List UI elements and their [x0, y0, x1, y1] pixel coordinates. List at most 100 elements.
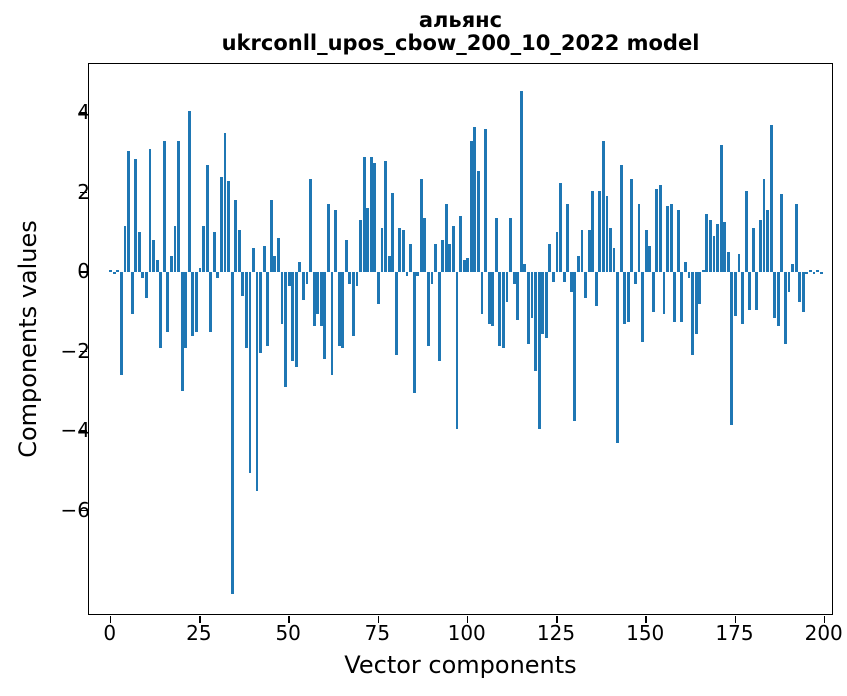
- bar-component-37: [241, 272, 245, 296]
- bar-component-139: [605, 196, 609, 272]
- bar-component-194: [801, 272, 805, 312]
- bar-component-167: [705, 214, 709, 272]
- x-tick-mark-25: [199, 616, 201, 623]
- bar-component-115: [519, 91, 523, 272]
- bar-component-180: [751, 228, 755, 272]
- bar-component-81: [398, 228, 402, 272]
- bar-component-34: [230, 272, 234, 594]
- bar-component-96: [451, 226, 455, 272]
- bar-component-7: [134, 158, 138, 272]
- bar-component-161: [684, 262, 687, 272]
- bar-component-132: [580, 230, 584, 272]
- bar-component-141: [612, 248, 616, 272]
- bar-component-91: [434, 244, 437, 272]
- bar-component-22: [187, 111, 191, 272]
- bar-component-195: [805, 272, 809, 274]
- bar-component-35: [234, 200, 238, 272]
- bar-component-59: [319, 272, 323, 326]
- bar-component-76: [380, 228, 384, 272]
- x-tick-mark-100: [466, 616, 469, 623]
- bar-component-133: [584, 272, 587, 298]
- x-tick-label-200: 200: [804, 621, 843, 645]
- bar-component-163: [691, 272, 695, 356]
- bar-component-56: [309, 178, 313, 272]
- bar-component-190: [787, 272, 791, 292]
- bar-component-3: [119, 272, 123, 376]
- bar-component-82: [402, 230, 405, 272]
- bar-component-106: [487, 272, 491, 324]
- bar-component-155: [662, 272, 666, 314]
- bar-component-196: [808, 270, 812, 272]
- bar-component-25: [198, 268, 202, 272]
- bar-component-89: [427, 272, 430, 346]
- bar-component-64: [337, 272, 341, 346]
- y-tick-label-0: 0: [77, 259, 90, 283]
- bar-component-12: [152, 240, 155, 272]
- y-tick-label--4: −4: [60, 418, 90, 442]
- bar-component-62: [330, 272, 334, 376]
- bar-component-92: [437, 272, 441, 362]
- bar-component-102: [473, 126, 477, 272]
- bar-component-15: [162, 140, 166, 272]
- bar-component-131: [576, 256, 580, 272]
- bar-component-94: [444, 204, 448, 272]
- bar-component-123: [548, 244, 552, 272]
- bar-component-36: [237, 230, 241, 272]
- y-tick-mark-4: [80, 112, 87, 114]
- bar-component-27: [205, 164, 209, 272]
- bar-component-38: [244, 272, 248, 348]
- x-tick-mark-175: [734, 616, 737, 623]
- bar-component-86: [416, 272, 420, 276]
- bar-component-191: [791, 264, 794, 272]
- bar-component-4: [123, 226, 127, 272]
- bar-component-71: [362, 156, 366, 272]
- bar-component-198: [816, 270, 819, 272]
- chart-title-model: ukrconll_upos_cbow_200_10_2022 model: [221, 31, 700, 55]
- bar-component-199: [819, 272, 823, 274]
- bar-component-103: [476, 170, 480, 272]
- bar-component-176: [737, 254, 741, 272]
- bar-component-152: [651, 272, 655, 312]
- bar-component-83: [405, 272, 409, 276]
- bar-component-5: [127, 150, 130, 272]
- bar-component-54: [302, 272, 305, 300]
- bar-component-145: [626, 272, 630, 322]
- bar-component-160: [680, 272, 684, 322]
- bar-component-63: [334, 210, 338, 272]
- bar-component-174: [730, 272, 734, 426]
- bar-component-88: [423, 218, 427, 272]
- bar-component-69: [355, 272, 359, 286]
- bar-component-136: [594, 272, 598, 306]
- bar-component-45: [269, 200, 273, 272]
- bar-component-128: [566, 204, 570, 272]
- bar-component-137: [598, 190, 602, 272]
- bar-component-41: [255, 272, 259, 491]
- bar-component-169: [712, 236, 716, 272]
- bar-component-126: [559, 182, 562, 272]
- bar-component-186: [773, 272, 777, 318]
- bar-component-112: [509, 218, 512, 272]
- y-tick-mark-2: [80, 191, 87, 194]
- bar-component-175: [734, 272, 737, 316]
- bar-component-179: [748, 272, 752, 310]
- bar-component-118: [530, 272, 534, 318]
- bar-component-104: [480, 272, 484, 314]
- x-tick-label-125: 125: [536, 621, 576, 645]
- bar-component-8: [137, 232, 141, 272]
- bar-component-138: [601, 140, 605, 272]
- x-tick-mark-150: [645, 616, 647, 623]
- bar-component-149: [641, 272, 645, 342]
- bar-component-177: [741, 272, 745, 324]
- bar-component-165: [698, 272, 702, 304]
- bar-component-156: [666, 206, 670, 272]
- bar-component-29: [212, 232, 216, 272]
- bar-component-84: [409, 244, 412, 272]
- bar-component-9: [141, 272, 145, 278]
- bar-component-47: [277, 238, 280, 272]
- bar-component-78: [387, 256, 391, 272]
- bar-component-46: [273, 256, 277, 272]
- x-axis-label: Vector components: [344, 651, 577, 679]
- bar-component-189: [784, 272, 787, 344]
- bar-component-129: [569, 272, 573, 292]
- bar-component-120: [537, 272, 541, 429]
